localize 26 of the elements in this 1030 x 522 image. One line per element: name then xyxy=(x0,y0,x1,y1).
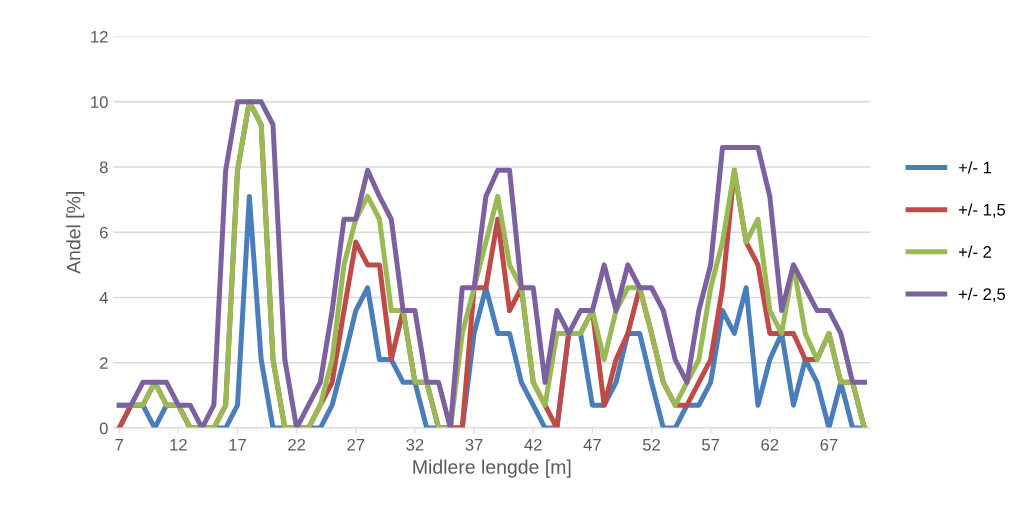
x-tick-label: 7 xyxy=(115,439,124,451)
x-tick-label: 32 xyxy=(406,438,424,451)
x-tick-label: 27 xyxy=(347,438,365,451)
x-tick-label: 47 xyxy=(583,439,601,451)
x-tick-label: 22 xyxy=(288,438,306,451)
x-axis-title: Midlere lengde [m] xyxy=(413,459,571,478)
legend-label: +/- 1,5 xyxy=(958,203,1006,218)
legend-label: +/- 2,5 xyxy=(958,287,1006,303)
y-tick-label: 8 xyxy=(99,161,108,174)
y-tick-label: 6 xyxy=(100,226,108,239)
x-tick-label: 12 xyxy=(170,438,187,451)
x-tick-label: 42 xyxy=(524,438,542,451)
y-axis-title: Andel [%] xyxy=(66,192,85,274)
x-tick-label: 57 xyxy=(702,439,720,451)
x-tick-label: 67 xyxy=(820,438,838,451)
x-tick-label: 17 xyxy=(229,439,246,451)
legend-label: +/- 1 xyxy=(958,161,992,174)
y-tick-label: 4 xyxy=(99,292,108,304)
y-tick-label: 12 xyxy=(91,30,108,43)
x-tick-label: 37 xyxy=(465,438,483,451)
x-tick-label: 62 xyxy=(761,438,779,451)
y-tick-label: 10 xyxy=(91,96,108,108)
y-tick-label: 0 xyxy=(99,422,108,435)
y-tick-label: 2 xyxy=(100,357,108,369)
legend-label: +/- 2 xyxy=(958,245,992,258)
x-tick-label: 52 xyxy=(642,438,660,451)
